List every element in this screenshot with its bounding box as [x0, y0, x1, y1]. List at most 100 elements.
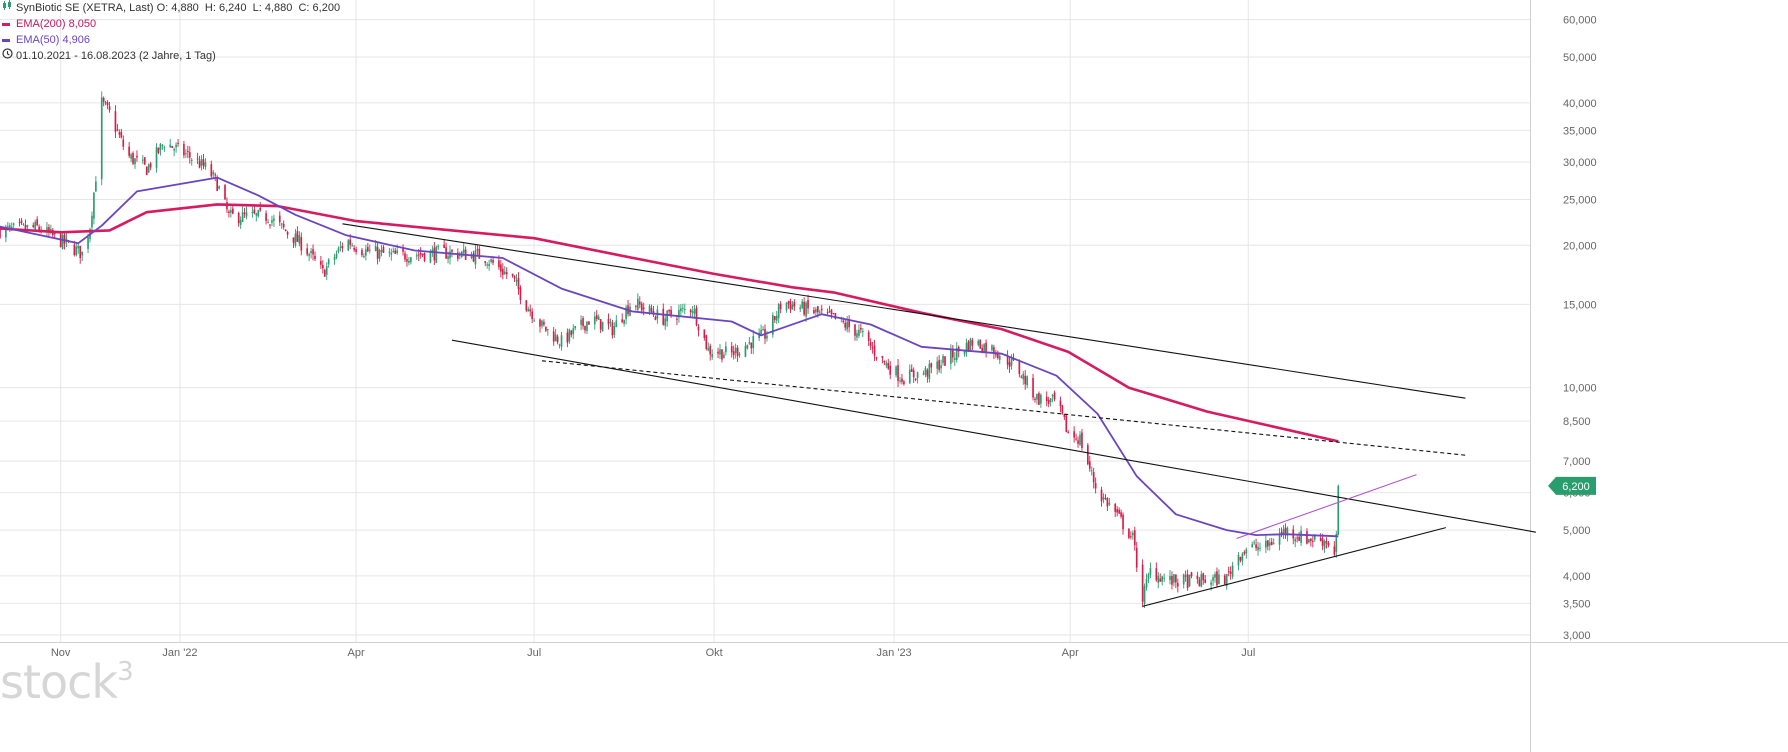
candle-up	[991, 345, 993, 351]
candle-down	[1298, 536, 1300, 541]
candle-up	[95, 181, 97, 192]
candle-down	[451, 249, 453, 252]
candle-down	[118, 132, 121, 135]
candle-down	[300, 237, 303, 251]
candle-up	[554, 334, 557, 342]
candle-down	[1006, 355, 1009, 365]
x-tick-label: Nov	[51, 647, 71, 659]
candle-up	[1163, 577, 1165, 579]
ema200-line	[0, 203, 1339, 443]
candle-down	[697, 326, 700, 331]
candle-up	[335, 253, 338, 258]
candle-down	[456, 252, 459, 259]
candle-down	[1065, 415, 1068, 433]
candle-up	[1188, 574, 1191, 587]
candle-up	[691, 311, 694, 314]
candle-down	[638, 301, 641, 305]
candle-down	[944, 356, 946, 366]
candle-down	[525, 300, 528, 311]
candle-up	[950, 349, 952, 364]
candle-down	[556, 336, 559, 343]
candle-down	[177, 143, 179, 145]
candle-down	[292, 237, 295, 243]
candle-up	[734, 347, 737, 354]
y-tick-label: 7,000	[1563, 456, 1591, 468]
candle-up	[771, 314, 774, 335]
candle-up	[308, 254, 310, 256]
candle-down	[519, 287, 522, 300]
candle-down	[875, 357, 878, 359]
candle-down	[834, 313, 837, 319]
candle-up	[212, 172, 215, 175]
candle-up	[1022, 373, 1025, 380]
candle-up	[625, 307, 627, 320]
candle-up	[77, 245, 80, 249]
candle-up	[365, 249, 367, 256]
x-tick-label: Jan '23	[877, 647, 912, 659]
candle-down	[1141, 564, 1144, 602]
candle-up	[1265, 540, 1267, 548]
candle-up	[1200, 574, 1203, 587]
candle-up	[449, 251, 451, 259]
candle-down	[1155, 568, 1158, 581]
candle-down	[730, 346, 733, 353]
candle-up	[693, 309, 696, 314]
candle-down	[423, 253, 426, 261]
candle-up	[141, 159, 144, 161]
candle-up	[725, 346, 727, 353]
candle-up	[337, 248, 340, 252]
candle-up	[998, 355, 1001, 360]
candle-up	[636, 298, 639, 310]
candle-up	[666, 310, 669, 322]
candle-up	[746, 344, 749, 349]
candle-down	[108, 106, 111, 111]
candle-down	[1198, 579, 1201, 586]
candle-up	[490, 259, 492, 262]
candle-up	[533, 320, 535, 322]
candle-down	[1243, 551, 1246, 554]
candle-down	[531, 311, 534, 320]
candle-up	[707, 348, 710, 351]
candle-down	[887, 363, 890, 369]
candle-down	[1047, 399, 1050, 404]
price-tag-label: 6,200	[1562, 481, 1590, 493]
candle-up	[245, 212, 248, 217]
candle-up	[1337, 485, 1340, 536]
candle-up	[347, 240, 350, 251]
candle-down	[1038, 393, 1040, 405]
candle-down	[1229, 571, 1232, 574]
candle-up	[267, 221, 269, 223]
candle-down	[1061, 405, 1064, 414]
candle-up	[134, 158, 136, 165]
candle-up	[856, 333, 858, 338]
candle-up	[8, 225, 11, 228]
candle-down	[1280, 532, 1283, 534]
candle-up	[885, 362, 888, 366]
candle-up	[339, 246, 342, 248]
candle-down	[889, 365, 892, 375]
candle-down	[584, 325, 586, 331]
candle-up	[5, 226, 7, 238]
trendline-5	[1236, 474, 1417, 539]
candle-up	[1040, 394, 1042, 404]
candle-down	[382, 246, 385, 253]
candle-up	[1102, 497, 1105, 500]
candle-up	[895, 366, 897, 376]
candle-up	[1010, 358, 1013, 366]
candle-down	[321, 265, 324, 269]
candle-up	[1026, 376, 1029, 386]
y-tick-label: 50,000	[1563, 52, 1597, 64]
candle-up	[1169, 576, 1171, 580]
candle-down	[1128, 528, 1130, 538]
candle-down	[341, 246, 344, 249]
candle-down	[306, 248, 309, 255]
candle-down	[1063, 414, 1066, 417]
y-tick-label: 25,000	[1563, 194, 1597, 206]
candle-down	[830, 309, 833, 315]
candle-up	[271, 220, 273, 223]
candle-down	[171, 145, 174, 148]
candle-up	[936, 361, 939, 369]
candle-down	[1120, 512, 1122, 517]
candle-up	[1149, 568, 1152, 575]
